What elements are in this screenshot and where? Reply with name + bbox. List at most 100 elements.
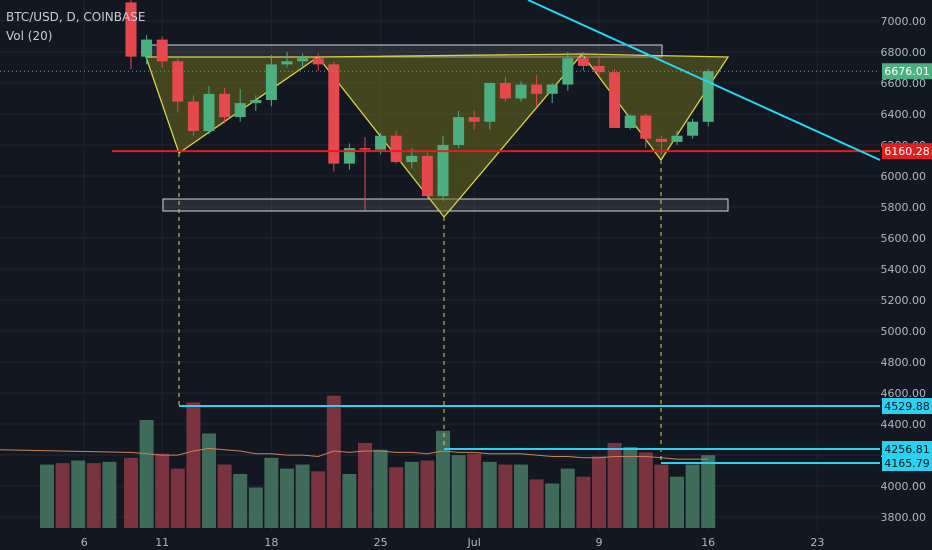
candle-body xyxy=(297,58,309,62)
candle-body xyxy=(281,61,293,65)
volume-indicator-label: Vol (20) xyxy=(6,29,53,43)
candle-body xyxy=(624,115,636,128)
candle-body xyxy=(390,135,402,163)
candles xyxy=(125,0,714,211)
candle-body xyxy=(577,58,589,66)
candle-body xyxy=(187,101,199,132)
x-tick-label: 25 xyxy=(374,536,388,549)
candle-body xyxy=(421,155,433,197)
candle-body xyxy=(406,155,418,163)
volume-bar xyxy=(202,433,216,528)
volume-bar xyxy=(280,468,294,528)
candle-body xyxy=(640,115,652,139)
volume-bar xyxy=(326,395,341,528)
volume-bar xyxy=(311,471,326,528)
volume-bar xyxy=(155,453,170,528)
candle-body xyxy=(172,61,184,102)
volume-bar xyxy=(545,483,560,528)
volume-bar xyxy=(623,447,638,528)
volume-bar xyxy=(404,461,419,528)
volume-bar xyxy=(420,460,435,528)
volume-bar xyxy=(685,464,700,528)
volume-bar xyxy=(342,474,357,528)
x-tick-label: 16 xyxy=(701,536,715,549)
y-tick-label: 6600.00 xyxy=(881,77,927,90)
volume-bar xyxy=(514,464,528,528)
x-tick-label: 18 xyxy=(264,536,278,549)
candle-body xyxy=(141,39,153,57)
candle-body xyxy=(265,64,277,101)
candle-body xyxy=(655,138,667,142)
candle-body xyxy=(312,58,324,65)
candle-body xyxy=(593,65,605,73)
volume-level-label: 4529.88 xyxy=(884,400,930,413)
symbol-title: BTC/USD, D, COINBASE xyxy=(6,10,146,24)
volume-bar xyxy=(217,464,232,528)
volume-bar xyxy=(529,479,544,528)
x-tick-label: 11 xyxy=(155,536,169,549)
volume-bar xyxy=(373,449,388,528)
x-tick-label: 6 xyxy=(81,536,88,549)
volume-bar xyxy=(638,452,653,528)
volume-bar xyxy=(482,461,497,528)
y-tick-label: 5800.00 xyxy=(881,201,927,214)
volume-bar xyxy=(592,456,606,528)
y-tick-label: 4800.00 xyxy=(881,356,927,369)
volume-bar xyxy=(436,430,450,528)
y-tick-label: 6800.00 xyxy=(881,46,927,59)
volume-bar xyxy=(139,420,154,528)
candle-body xyxy=(156,39,168,62)
volume-bar xyxy=(467,453,482,528)
volume-bar xyxy=(248,487,263,528)
candle-body xyxy=(219,93,231,118)
candle-body xyxy=(453,117,465,145)
volume-bar xyxy=(654,464,669,528)
last-price-label: 6676.01 xyxy=(884,65,930,78)
volume-bar xyxy=(86,463,101,528)
volume-bar xyxy=(358,442,372,528)
y-tick-label: 4400.00 xyxy=(881,418,927,431)
volume-level-label-bg xyxy=(882,398,932,414)
candle-body xyxy=(343,148,355,164)
volume-bar xyxy=(264,457,279,528)
candle-body xyxy=(250,100,262,104)
volume-bar xyxy=(607,442,622,528)
volume-bar xyxy=(451,455,466,528)
volume-level-label-bg xyxy=(882,455,932,471)
candle-body xyxy=(468,117,480,122)
support-price-label: 6160.28 xyxy=(884,145,930,158)
legend: BTC/USD, D, COINBASE Vol (20) xyxy=(6,8,145,46)
candle-body xyxy=(125,2,137,57)
candle-body xyxy=(375,135,387,150)
y-tick-label: 4600.00 xyxy=(881,387,927,400)
volume-bar xyxy=(124,457,138,528)
candle-body xyxy=(515,84,527,99)
candle-body xyxy=(234,103,246,118)
candle-body xyxy=(328,64,340,164)
x-tick-label: 9 xyxy=(596,536,603,549)
volume-bar xyxy=(670,476,684,528)
volume-bar xyxy=(233,474,248,528)
y-tick-label: 5600.00 xyxy=(881,232,927,245)
candle-body xyxy=(702,71,714,122)
candle-body xyxy=(687,121,699,136)
last-price-label-bg xyxy=(882,63,932,80)
volume-ma-line xyxy=(0,447,709,460)
x-tick-label: 23 xyxy=(810,536,824,549)
volume-bar xyxy=(389,467,404,528)
y-tick-label: 4000.00 xyxy=(881,480,927,493)
candle-body xyxy=(546,84,558,94)
support-price-label-bg xyxy=(882,143,932,160)
volume-bar xyxy=(40,464,54,528)
volume-bar xyxy=(170,468,185,528)
volume-bars xyxy=(0,395,716,528)
candle-body xyxy=(562,58,574,85)
volume-bar xyxy=(560,468,575,528)
volume-level-label-bg xyxy=(882,441,932,457)
y-tick-label: 6000.00 xyxy=(881,170,927,183)
volume-bar xyxy=(71,460,86,528)
x-tick-label: Jul xyxy=(467,536,481,549)
candle-body xyxy=(499,83,511,99)
candle-body xyxy=(359,148,371,150)
